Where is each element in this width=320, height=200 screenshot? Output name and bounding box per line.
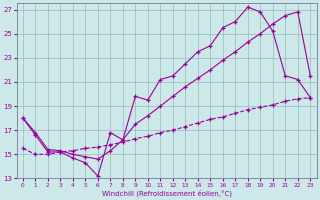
- X-axis label: Windchill (Refroidissement éolien,°C): Windchill (Refroidissement éolien,°C): [101, 189, 232, 197]
